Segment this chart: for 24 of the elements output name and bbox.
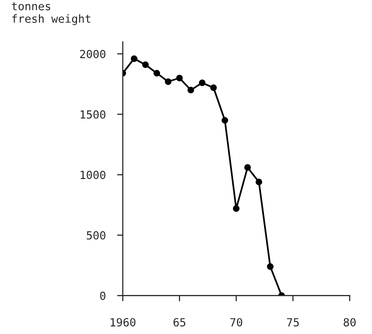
point [244,164,251,171]
point [232,205,240,212]
y-tick-label: 1000 [80,170,106,180]
point [210,84,217,91]
point [266,263,274,270]
point [256,178,262,186]
y-tick-label: 0 [100,292,106,300]
point [198,80,206,86]
x-tick-label: 65 [174,318,186,326]
point [222,117,228,124]
point [154,70,160,76]
y-tick-label: 500 [86,231,106,240]
x-tick-label: 1960 [110,318,136,326]
point [188,86,194,94]
x-tick-label: 75 [287,318,299,326]
point [164,78,172,85]
point [130,55,138,62]
x-tick-label: 70 [230,318,242,326]
x-tick-label: 80 [344,318,356,326]
point [176,74,183,82]
point [142,61,149,68]
y-tick-label: 2000 [80,50,106,58]
y-tick-label: 1500 [80,110,106,119]
y-axis-title: tonnes fresh weight [12,2,90,26]
